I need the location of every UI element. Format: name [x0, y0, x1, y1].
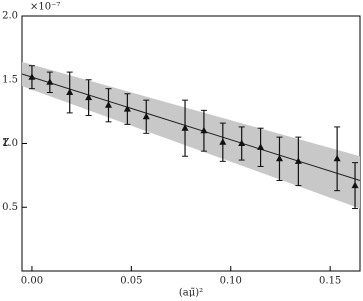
y-tick-label: 1.0: [2, 138, 18, 149]
marker: [181, 124, 189, 131]
fit-band: [22, 61, 360, 209]
y-tick-label: 2.0: [2, 11, 18, 22]
y-axis-label: Z: [3, 138, 10, 149]
marker: [238, 139, 246, 146]
x-axis-label: (aμ̃)²: [179, 288, 203, 298]
marker: [123, 105, 131, 112]
marker: [200, 126, 208, 134]
marker: [104, 101, 112, 108]
y-tick-label: 0.5: [2, 202, 18, 213]
y-tick-label: 1.5: [2, 74, 18, 85]
marker: [46, 78, 54, 85]
marker: [351, 181, 359, 189]
marker: [275, 154, 283, 162]
marker: [294, 157, 302, 164]
x-tick-label: 0.15: [319, 276, 341, 287]
fit-line: [21, 73, 361, 181]
marker: [257, 143, 265, 150]
marker: [28, 73, 36, 80]
marker: [142, 112, 150, 120]
marker: [85, 93, 93, 101]
marker: [219, 138, 227, 145]
y-offset-label: ×10⁻⁷: [30, 2, 60, 13]
marker: [333, 154, 341, 162]
x-tick-label: 0.05: [120, 276, 142, 287]
x-tick-label: 0.00: [21, 276, 43, 287]
x-tick-label: 0.10: [220, 276, 242, 287]
marker: [66, 88, 74, 95]
